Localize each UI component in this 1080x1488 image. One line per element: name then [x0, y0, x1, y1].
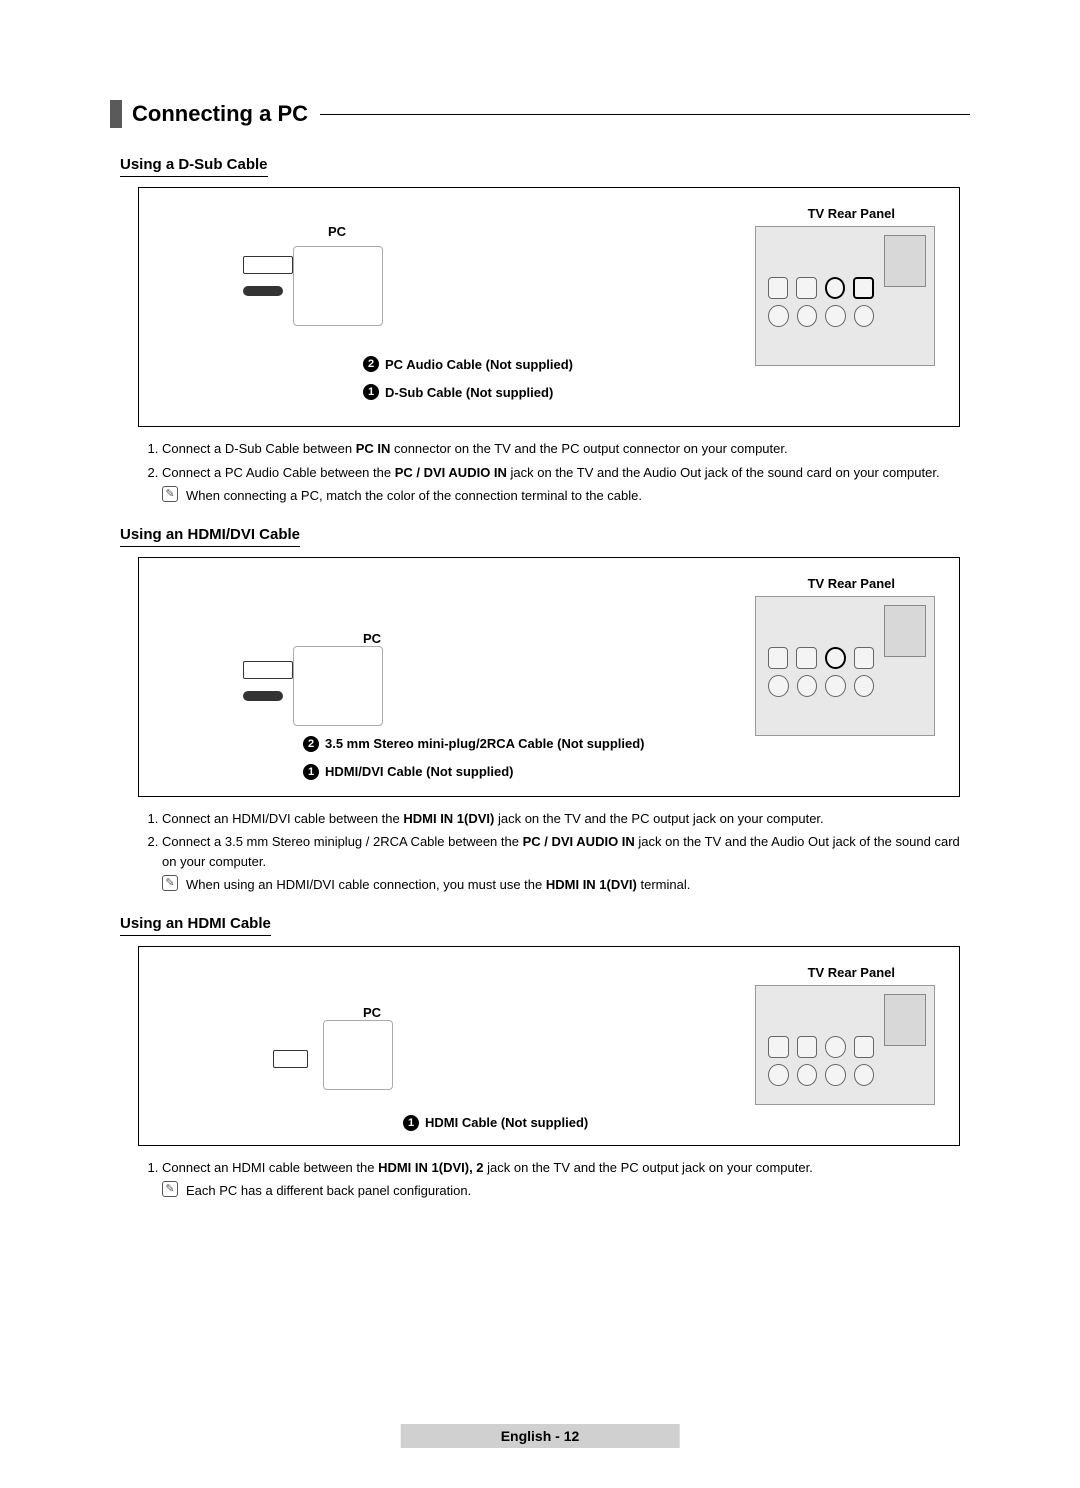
- steps-hdmidvi: Connect an HDMI/DVI cable between the HD…: [138, 809, 960, 895]
- subheading-hdmi: Using an HDMI Cable: [120, 915, 271, 936]
- cable-label-audio: 2 PC Audio Cable (Not supplied): [363, 356, 573, 372]
- title-accent-bar: [110, 100, 122, 128]
- cable-text-audio: PC Audio Cable (Not supplied): [385, 357, 573, 372]
- tv-panel-label: TV Rear Panel: [808, 576, 895, 591]
- note-icon: ✎: [162, 875, 178, 891]
- step-item: Connect a 3.5 mm Stereo miniplug / 2RCA …: [162, 832, 960, 871]
- cable-text-hdmidvi: HDMI/DVI Cable (Not supplied): [325, 764, 514, 779]
- audio-jack-icon: [243, 286, 283, 296]
- cable-label-hdmi: 1 HDMI Cable (Not supplied): [403, 1115, 588, 1131]
- hdmi-connector-icon: [273, 1050, 308, 1068]
- pc-label: PC: [363, 631, 381, 646]
- note-row: ✎ Each PC has a different back panel con…: [162, 1181, 960, 1201]
- section-title-row: Connecting a PC: [110, 100, 970, 128]
- dsub-connector-icon: [243, 256, 293, 274]
- steps-hdmi: Connect an HDMI cable between the HDMI I…: [138, 1158, 960, 1201]
- diagram-hdmi: TV Rear Panel PC 1 HDMI Cable (Not suppl…: [138, 946, 960, 1146]
- pc-label: PC: [363, 1005, 381, 1020]
- step-item: Connect a D-Sub Cable between PC IN conn…: [162, 439, 960, 459]
- note-row: ✎ When connecting a PC, match the color …: [162, 486, 960, 506]
- cable-num-1-icon: 1: [303, 764, 319, 780]
- cable-text-dsub: D-Sub Cable (Not supplied): [385, 385, 553, 400]
- cable-num-2-icon: 2: [363, 356, 379, 372]
- page-title: Connecting a PC: [132, 101, 308, 127]
- cable-label-hdmidvi: 1 HDMI/DVI Cable (Not supplied): [303, 764, 645, 780]
- pc-graphic: [293, 646, 383, 726]
- diagram-hdmidvi: TV Rear Panel PC 2 3.5 mm Stereo mini-pl…: [138, 557, 960, 797]
- cable-label-dsub: 1 D-Sub Cable (Not supplied): [363, 384, 573, 400]
- note-icon: ✎: [162, 486, 178, 502]
- tv-panel-label: TV Rear Panel: [808, 965, 895, 980]
- cable-num-1-icon: 1: [363, 384, 379, 400]
- cable-num-1-icon: 1: [403, 1115, 419, 1131]
- note-text: Each PC has a different back panel confi…: [186, 1181, 471, 1201]
- steps-dsub: Connect a D-Sub Cable between PC IN conn…: [138, 439, 960, 506]
- pc-graphic: [323, 1020, 393, 1090]
- cable-num-2-icon: 2: [303, 736, 319, 752]
- title-rule: [320, 114, 970, 115]
- step-item: Connect a PC Audio Cable between the PC …: [162, 463, 960, 483]
- cable-text-hdmi: HDMI Cable (Not supplied): [425, 1115, 588, 1130]
- note-icon: ✎: [162, 1181, 178, 1197]
- page-footer: English - 12: [401, 1424, 680, 1448]
- tv-rear-panel-graphic: [755, 596, 935, 736]
- dvi-connector-icon: [243, 661, 293, 679]
- pc-graphic: [293, 246, 383, 326]
- diagram-dsub: TV Rear Panel PC 2 PC Audio Cable (Not s…: [138, 187, 960, 427]
- cable-label-stereo: 2 3.5 mm Stereo mini-plug/2RCA Cable (No…: [303, 736, 645, 752]
- cable-text-stereo: 3.5 mm Stereo mini-plug/2RCA Cable (Not …: [325, 736, 645, 751]
- note-row: ✎ When using an HDMI/DVI cable connectio…: [162, 875, 960, 895]
- audio-jack-icon: [243, 691, 283, 701]
- subheading-hdmidvi: Using an HDMI/DVI Cable: [120, 526, 300, 547]
- tv-rear-panel-graphic: [755, 985, 935, 1105]
- note-text: When connecting a PC, match the color of…: [186, 486, 642, 506]
- tv-panel-label: TV Rear Panel: [808, 206, 895, 221]
- step-item: Connect an HDMI cable between the HDMI I…: [162, 1158, 960, 1178]
- subheading-dsub: Using a D-Sub Cable: [120, 156, 268, 177]
- tv-rear-panel-graphic: [755, 226, 935, 366]
- note-text: When using an HDMI/DVI cable connection,…: [186, 875, 690, 895]
- pc-label: PC: [328, 224, 346, 239]
- step-item: Connect an HDMI/DVI cable between the HD…: [162, 809, 960, 829]
